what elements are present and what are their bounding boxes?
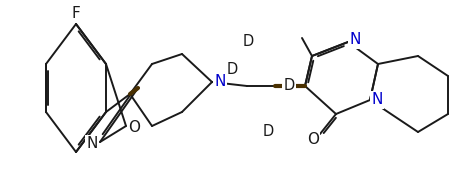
Text: D: D <box>262 125 274 139</box>
Text: O: O <box>128 120 140 135</box>
Text: F: F <box>72 7 80 22</box>
Text: N: N <box>86 137 97 152</box>
Text: O: O <box>307 132 319 146</box>
Text: N: N <box>214 74 226 89</box>
Text: N: N <box>349 33 361 48</box>
Text: D: D <box>243 35 254 49</box>
Text: D: D <box>283 79 295 94</box>
Text: N: N <box>371 93 383 107</box>
Text: D: D <box>226 62 237 77</box>
